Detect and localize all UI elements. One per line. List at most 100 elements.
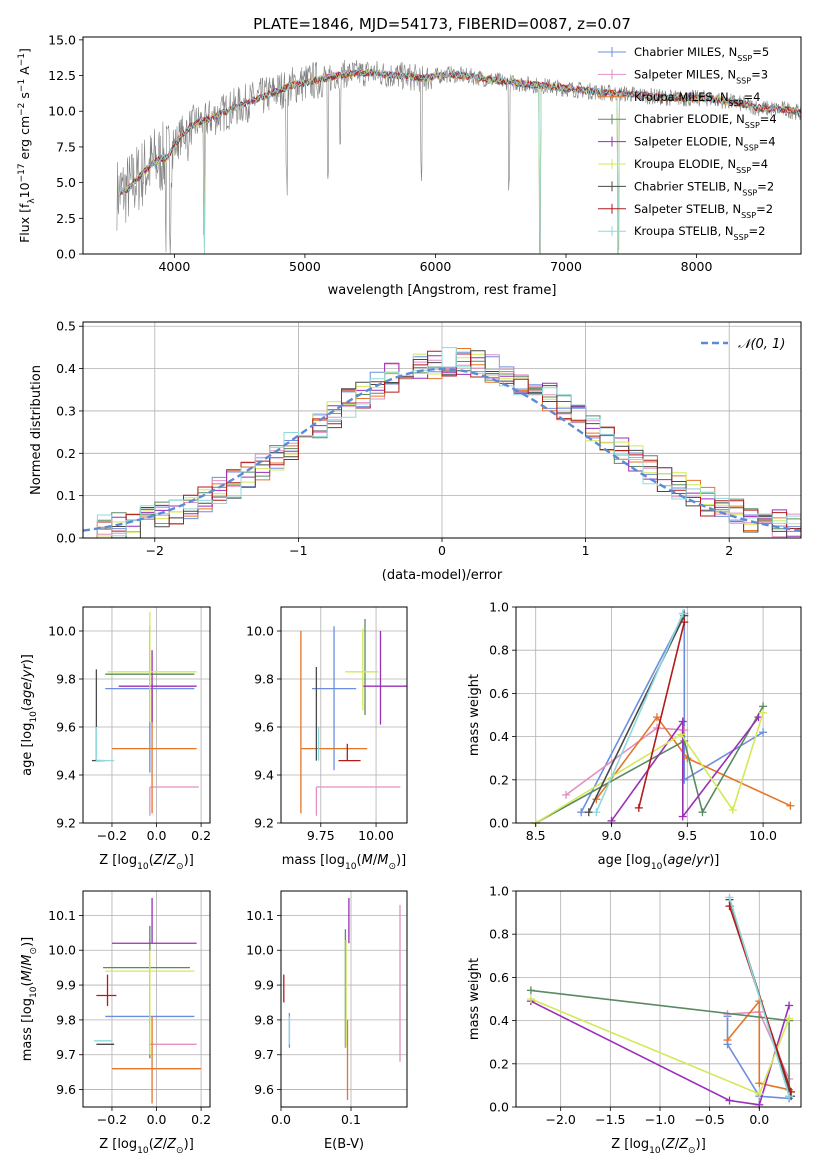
legend-tail: =2 (757, 179, 774, 193)
label-part: M (362, 853, 373, 868)
x-tick-label: 8000 (681, 259, 713, 274)
label-part: mass [log (20, 998, 35, 1061)
legend-label: Salpeter MILES, NSSP=3 (634, 67, 768, 85)
y-tick-label: 0.0 (56, 531, 76, 546)
y-tick-label: 10.0 (246, 624, 274, 639)
legend-text: Chabrier MILES, N (634, 45, 737, 59)
legend-label: Kroupa ELODIE, NSSP=4 (634, 157, 768, 175)
y-tick-label: 9.2 (254, 816, 274, 831)
label-part: ( (149, 853, 154, 868)
z-weight-panel: −2.0 −1.5 −1.0 −0.5 0.0 0.0 0.2 0.4 0.6 0.8 1.0 Z [… (467, 884, 802, 1156)
axes-frame (515, 606, 802, 824)
x-tick-label: 0.0 (147, 828, 167, 843)
label-part: age [log (598, 853, 651, 868)
legend-text: Chabrier STELIB, N (634, 179, 742, 193)
x-tick-label: 0.2 (191, 1112, 211, 1127)
y-tick-label: 0.0 (56, 247, 76, 262)
x-tick-label: 10.0 (749, 828, 777, 843)
legend-sub: SSP (742, 188, 757, 197)
weight-line (726, 998, 790, 1091)
y-tick-label: 10.1 (246, 908, 274, 923)
y-tick-label: 9.9 (56, 978, 76, 993)
weight-line (595, 715, 791, 807)
axes-frame (82, 36, 802, 255)
label-part: ( (661, 1137, 666, 1152)
y-tick-label: 9.4 (56, 768, 76, 783)
label-part: ⊙ (29, 947, 39, 955)
legend-label: Chabrier STELIB, NSSP=2 (634, 179, 774, 197)
spectrum-title: PLATE=1846, MJD=54173, FIBERID=0087, z=0… (253, 15, 631, 33)
label-part: Z (665, 1137, 676, 1152)
y-tick-label: 9.4 (254, 768, 274, 783)
label-part: yr (695, 853, 711, 868)
legend-sub: SSP (736, 166, 751, 175)
residual-panel: −2 −1 0 1 2 0.0 0.1 0.2 0.3 0.4 0.5 (data-model)/er… (29, 319, 802, 583)
label-part: )] (396, 853, 406, 868)
ylabel-part: 10 (17, 182, 32, 198)
label-part: 10 (137, 862, 149, 872)
label-part: Z (678, 1137, 689, 1152)
y-tick-label: 10.0 (48, 104, 76, 119)
y-tick-label: 1.0 (489, 884, 509, 899)
label-part: 10 (651, 862, 663, 872)
y-tick-label: 10.0 (48, 943, 76, 958)
label-part: age [log (20, 723, 35, 776)
label-part: )] (709, 853, 719, 868)
z-age-panel-xlabel: Z [log10(Z/Z⊙)] (99, 853, 194, 872)
y-tick-label: 9.6 (56, 720, 76, 735)
z-weight-panel-xlabel: Z [log10(Z/Z⊙)] (611, 1137, 706, 1156)
weight-line (727, 1011, 790, 1080)
label-part: 10 (29, 711, 39, 723)
ylabel-part: ] (17, 48, 32, 53)
ylabel-part: −1 (17, 53, 27, 66)
x-tick-label: 0.2 (191, 828, 211, 843)
z-mass-panel-ylabel: mass [log10(M/M⊙)] (20, 937, 39, 1061)
y-tick-label: 9.7 (254, 1047, 274, 1062)
x-tick-label: −1 (289, 543, 307, 558)
label-part: / (20, 677, 35, 682)
y-tick-label: 9.6 (254, 720, 274, 735)
label-part: ( (662, 853, 667, 868)
y-tick-label: 0.1 (56, 488, 76, 503)
x-tick-label: 7000 (550, 259, 582, 274)
weight-line (595, 613, 684, 813)
y-tick-label: 10.0 (246, 943, 274, 958)
label-part: Z (153, 1137, 164, 1152)
label-part: ⊙ (388, 862, 396, 872)
spectrum-model-line (119, 68, 801, 197)
legend-text: Salpeter STELIB, N (634, 202, 741, 216)
y-tick-label: 0.5 (56, 319, 76, 334)
x-tick-label: 8.5 (526, 828, 546, 843)
legend-text: Salpeter ELODIE, N (634, 135, 744, 149)
y-tick-label: 10.1 (48, 908, 76, 923)
axes-frame (82, 606, 211, 824)
x-tick-label: −0.5 (694, 1112, 724, 1127)
x-tick-label: 4000 (158, 259, 190, 274)
label-part: )] (696, 1137, 706, 1152)
label-part: ( (357, 853, 362, 868)
spectrum-panel: PLATE=1846, MJD=54173, FIBERID=0087, z=0… (17, 15, 802, 298)
residual-xlabel: (data-model)/error (382, 568, 503, 583)
weight-line (580, 613, 764, 813)
x-tick-label: 10.00 (358, 828, 394, 843)
y-tick-label: 9.2 (56, 816, 76, 831)
y-tick-label: 0.3 (56, 403, 76, 418)
z-age-panel: −0.2 0.0 0.29.29.49.69.810.0Z [log10(Z/Z⊙)… (20, 606, 211, 872)
legend-text: Salpeter MILES, N (634, 67, 736, 81)
axes-frame (82, 890, 211, 1108)
label-part: M (377, 853, 388, 868)
label-part: / (675, 1137, 680, 1152)
ebv-mass-panel-xlabel: E(B-V) (324, 1137, 364, 1152)
x-tick-label: 9.0 (602, 828, 622, 843)
x-tick-label: −2.0 (546, 1112, 576, 1127)
x-tick-label: 0 (438, 543, 446, 558)
x-tick-label: −0.2 (97, 1112, 127, 1127)
spectrum-xlabel: wavelength [Angstrom, rest frame] (328, 283, 557, 298)
label-part: 10 (345, 862, 357, 872)
legend-label: Salpeter ELODIE, NSSP=4 (634, 135, 776, 153)
age-weight-panel: 8.5 9.0 9.5 10.0 0.0 0.2 0.4 0.6 0.8 1.0 age [log1… (467, 600, 802, 872)
weight-line (535, 712, 764, 824)
legend-sub: SSP (729, 98, 744, 107)
